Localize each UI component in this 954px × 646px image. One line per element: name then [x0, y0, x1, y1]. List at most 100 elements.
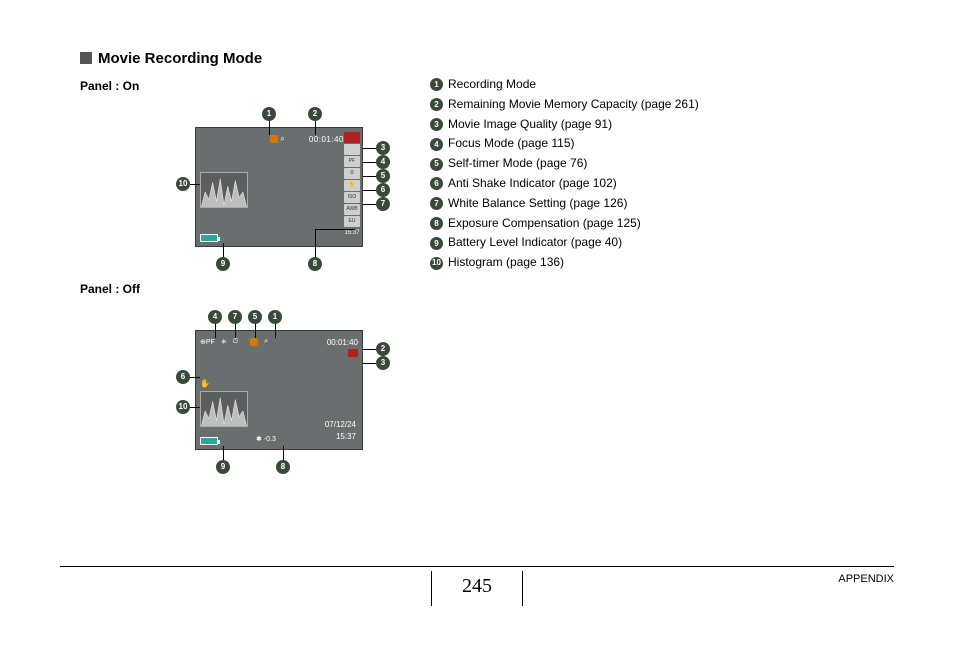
legend-number-icon: 6 [430, 177, 443, 190]
histogram-icon [200, 172, 248, 208]
leader-line [363, 204, 376, 205]
legend-label: Recording Mode [448, 75, 536, 95]
leader-line [215, 324, 216, 338]
legend-label: Anti Shake Indicator (page 102) [448, 174, 617, 194]
legend-item: 6 Anti Shake Indicator (page 102) [430, 174, 894, 194]
legend-label: White Balance Setting (page 126) [448, 194, 627, 214]
legend-number-icon: 7 [430, 197, 443, 210]
sidebar-indicator [344, 132, 360, 143]
leader-line [255, 324, 256, 338]
callout-badge: 8 [276, 460, 290, 474]
leader-line [190, 377, 200, 378]
leader-line [283, 446, 284, 460]
sidebar-indicator: ⏱ [344, 168, 360, 179]
callout-badge: 7 [376, 197, 390, 211]
square-bullet-icon [80, 52, 92, 64]
callout-badge: 5 [248, 310, 262, 324]
sidebar-indicator: ✋ [344, 180, 360, 191]
right-column: 1 Recording Mode 2 Remaining Movie Memory C… [430, 50, 894, 485]
legend-list: 1 Recording Mode 2 Remaining Movie Memory C… [430, 75, 894, 273]
zoom-icon: ⌕ [280, 134, 284, 144]
exposure-value: ✱ -0.3 [256, 435, 276, 443]
sidebar-indicator: AWB [344, 204, 360, 215]
legend-item: 4Focus Mode (page 115) [430, 134, 894, 154]
leader-line [315, 229, 316, 257]
legend-number-icon: 5 [430, 158, 443, 171]
timer-text: 00:01:40 [327, 338, 358, 347]
legend-number-icon: 3 [430, 118, 443, 131]
anti-shake-icon: ✋ [200, 379, 210, 388]
callout-badge: 3 [376, 141, 390, 155]
callout-badge: 6 [376, 183, 390, 197]
recording-mode-icon [270, 135, 278, 143]
legend-number-icon: 1 [430, 78, 443, 91]
legend-item: 9 Battery Level Indicator (page 40) [430, 233, 894, 253]
legend-label: Remaining Movie Memory Capacity (page 26… [448, 95, 699, 115]
legend-number-icon: 4 [430, 138, 443, 151]
footer-label: APPENDIX [838, 573, 894, 585]
leader-line [315, 121, 316, 135]
callout-badge: 9 [216, 460, 230, 474]
legend-item: 5 Self-timer Mode (page 76) [430, 154, 894, 174]
legend-item: 7 White Balance Setting (page 126) [430, 194, 894, 214]
leader-line [269, 121, 270, 135]
title-text: Movie Recording Mode [98, 50, 262, 67]
diagram-panel-off: ⊕PF✳⏱⌕ 00:01:40 ✋ ✱ -0.3 07/12/24 15:37 … [80, 300, 390, 475]
section-title: Movie Recording Mode [80, 50, 390, 67]
screen-sidebar: PF⏱✋ISOAWBEU15:37 [344, 132, 360, 239]
panel-on-label: Panel : On [80, 79, 390, 93]
sidebar-indicator [344, 144, 360, 155]
leader-line [363, 162, 376, 163]
time-text: 15:37 [336, 432, 356, 441]
leader-line [363, 363, 376, 364]
screen-topbar: ⊕PF✳⏱⌕ 00:01:40 [200, 335, 358, 349]
histogram-icon [200, 391, 248, 427]
panel-off-label: Panel : Off [80, 282, 390, 296]
leader-line [363, 148, 376, 149]
sidebar-indicator: EU [344, 216, 360, 227]
legend-number-icon: 8 [430, 217, 443, 230]
callout-badge: 10 [176, 400, 190, 414]
top-indicator-icon: ⏱ [233, 338, 238, 346]
callout-badge: 2 [308, 107, 322, 121]
battery-icon [200, 437, 218, 445]
leader-line [235, 324, 236, 338]
leader-line [223, 243, 224, 257]
callout-badge: 8 [308, 257, 322, 271]
diagram-panel-on: ⌕ 00:01:40 PF⏱✋ISOAWBEU15:37 12345678910 [80, 97, 390, 272]
battery-icon [200, 234, 218, 242]
legend-item: 8 Exposure Compensation (page 125) [430, 214, 894, 234]
leader-line [275, 324, 276, 338]
callout-badge: 9 [216, 257, 230, 271]
screen-topbar: ⌕ 00:01:40 [200, 132, 344, 146]
top-indicator-icon: ⊕PF [200, 338, 215, 346]
legend-label: Histogram (page 136) [448, 253, 564, 273]
legend-item: 1 Recording Mode [430, 75, 894, 95]
legend-item: 2 Remaining Movie Memory Capacity (page 2… [430, 95, 894, 115]
legend-label: Battery Level Indicator (page 40) [448, 233, 622, 253]
timer-text: 00:01:40 [309, 135, 344, 144]
sidebar-indicator: ISO [344, 192, 360, 203]
leader-line [363, 349, 376, 350]
top-indicator-icon: ✳ [221, 338, 227, 346]
callout-badge: 1 [262, 107, 276, 121]
left-column: Movie Recording Mode Panel : On ⌕ 00:01:… [80, 50, 390, 485]
date-text: 07/12/24 [325, 420, 356, 429]
callout-badge: 5 [376, 169, 390, 183]
leader-line [223, 446, 224, 460]
legend-label: Exposure Compensation (page 125) [448, 214, 641, 234]
leader-line [363, 190, 376, 191]
legend-number-icon: 2 [430, 98, 443, 111]
rec-indicator-icon [348, 349, 358, 357]
legend-item: 3 Movie Image Quality (page 91) [430, 115, 894, 135]
legend-label: Self-timer Mode (page 76) [448, 154, 587, 174]
callout-badge: 7 [228, 310, 242, 324]
callout-badge: 2 [376, 342, 390, 356]
legend-item: 10 Histogram (page 136) [430, 253, 894, 273]
callout-badge: 4 [208, 310, 222, 324]
legend-number-icon: 10 [430, 257, 443, 270]
legend-number-icon: 9 [430, 237, 443, 250]
legend-label: Movie Image Quality (page 91) [448, 115, 612, 135]
leader-line [315, 229, 355, 230]
callout-badge: 6 [176, 370, 190, 384]
